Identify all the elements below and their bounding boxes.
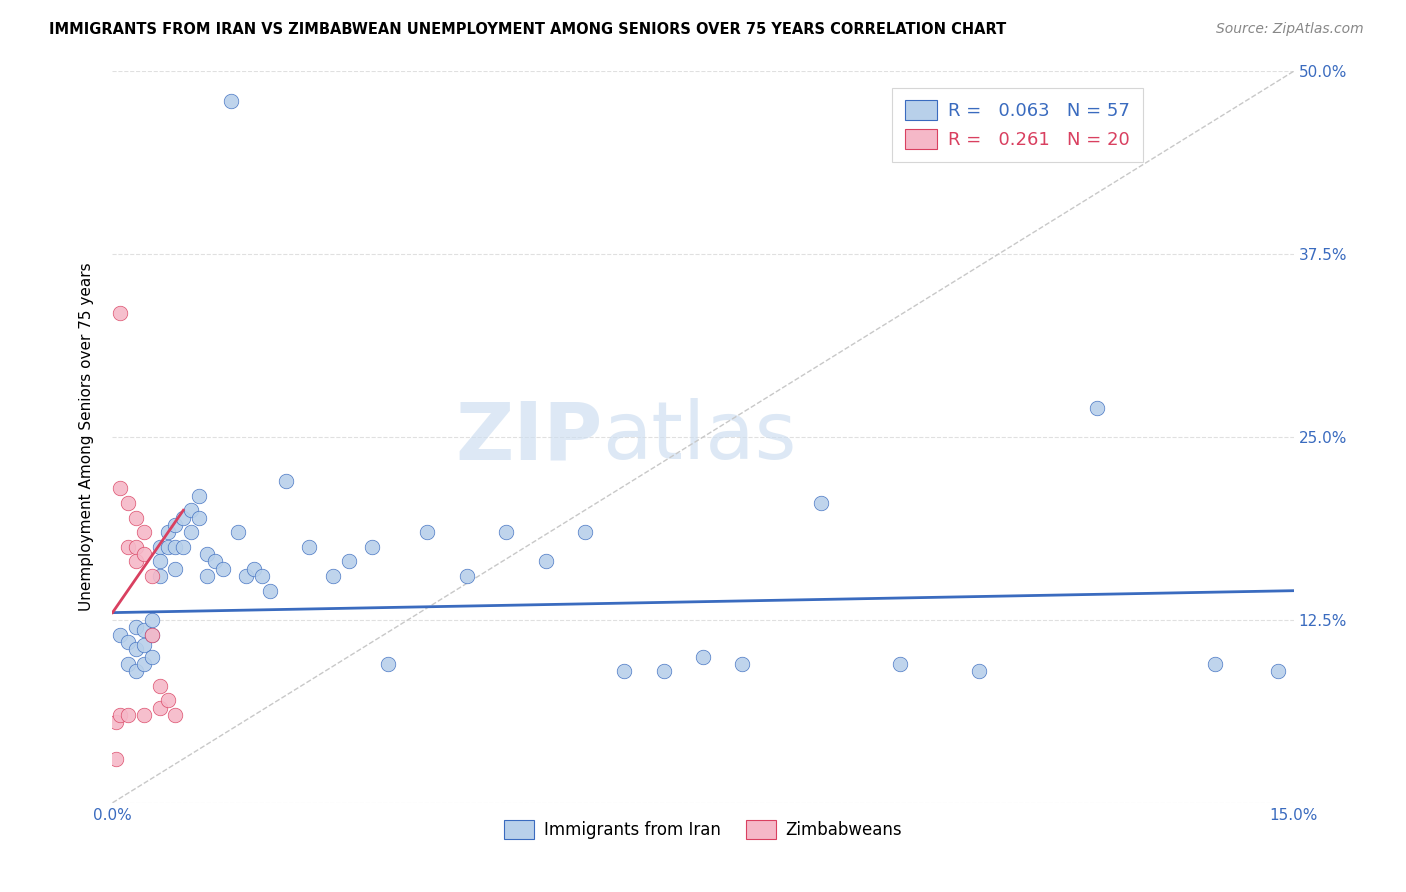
- Point: [180, 503, 202, 517]
- Point: [132, 547, 155, 561]
- Point: [117, 496, 139, 510]
- Point: [132, 525, 155, 540]
- Text: ZIP: ZIP: [456, 398, 603, 476]
- Point: [105, 715, 128, 730]
- Point: [172, 540, 194, 554]
- Point: [337, 554, 360, 568]
- Point: [117, 657, 139, 671]
- Point: [132, 623, 155, 637]
- Point: [149, 569, 172, 583]
- Point: [250, 569, 273, 583]
- Y-axis label: Unemployment Among Seniors over 75 years: Unemployment Among Seniors over 75 years: [79, 263, 94, 611]
- Point: [243, 562, 266, 576]
- Point: [110, 481, 132, 495]
- Point: [574, 525, 596, 540]
- Point: [377, 657, 399, 671]
- Point: [361, 540, 384, 554]
- Point: [1085, 401, 1108, 415]
- Text: Source: ZipAtlas.com: Source: ZipAtlas.com: [1216, 22, 1364, 37]
- Point: [132, 638, 155, 652]
- Point: [125, 664, 148, 678]
- Point: [188, 510, 211, 524]
- Point: [322, 569, 344, 583]
- Point: [141, 569, 163, 583]
- Point: [456, 569, 478, 583]
- Point: [149, 679, 172, 693]
- Point: [156, 525, 179, 540]
- Point: [259, 583, 281, 598]
- Point: [180, 525, 202, 540]
- Point: [125, 554, 148, 568]
- Point: [195, 547, 218, 561]
- Point: [235, 569, 257, 583]
- Point: [132, 657, 155, 671]
- Point: [125, 510, 148, 524]
- Point: [188, 489, 211, 503]
- Point: [172, 510, 194, 524]
- Point: [125, 620, 148, 634]
- Point: [165, 708, 187, 723]
- Point: [117, 708, 139, 723]
- Point: [156, 693, 179, 707]
- Point: [141, 627, 163, 641]
- Point: [117, 540, 139, 554]
- Point: [125, 642, 148, 657]
- Point: [156, 540, 179, 554]
- Point: [165, 562, 187, 576]
- Point: [1267, 664, 1289, 678]
- Point: [889, 657, 911, 671]
- Point: [274, 474, 297, 488]
- Point: [219, 94, 242, 108]
- Text: IMMIGRANTS FROM IRAN VS ZIMBABWEAN UNEMPLOYMENT AMONG SENIORS OVER 75 YEARS CORR: IMMIGRANTS FROM IRAN VS ZIMBABWEAN UNEMP…: [49, 22, 1007, 37]
- Point: [132, 708, 155, 723]
- Point: [810, 496, 832, 510]
- Point: [110, 306, 132, 320]
- Point: [534, 554, 557, 568]
- Point: [204, 554, 226, 568]
- Point: [165, 540, 187, 554]
- Point: [110, 708, 132, 723]
- Point: [731, 657, 754, 671]
- Point: [149, 700, 172, 714]
- Point: [228, 525, 250, 540]
- Point: [105, 752, 128, 766]
- Point: [652, 664, 675, 678]
- Point: [967, 664, 990, 678]
- Point: [1204, 657, 1226, 671]
- Point: [692, 649, 714, 664]
- Point: [298, 540, 321, 554]
- Point: [149, 554, 172, 568]
- Point: [195, 569, 218, 583]
- Point: [141, 649, 163, 664]
- Point: [613, 664, 636, 678]
- Point: [495, 525, 517, 540]
- Text: atlas: atlas: [603, 398, 797, 476]
- Legend: Immigrants from Iran, Zimbabweans: Immigrants from Iran, Zimbabweans: [498, 814, 908, 846]
- Point: [416, 525, 439, 540]
- Point: [110, 627, 132, 641]
- Point: [141, 627, 163, 641]
- Point: [165, 517, 187, 532]
- Point: [141, 613, 163, 627]
- Point: [117, 635, 139, 649]
- Point: [211, 562, 233, 576]
- Point: [125, 540, 148, 554]
- Point: [149, 540, 172, 554]
